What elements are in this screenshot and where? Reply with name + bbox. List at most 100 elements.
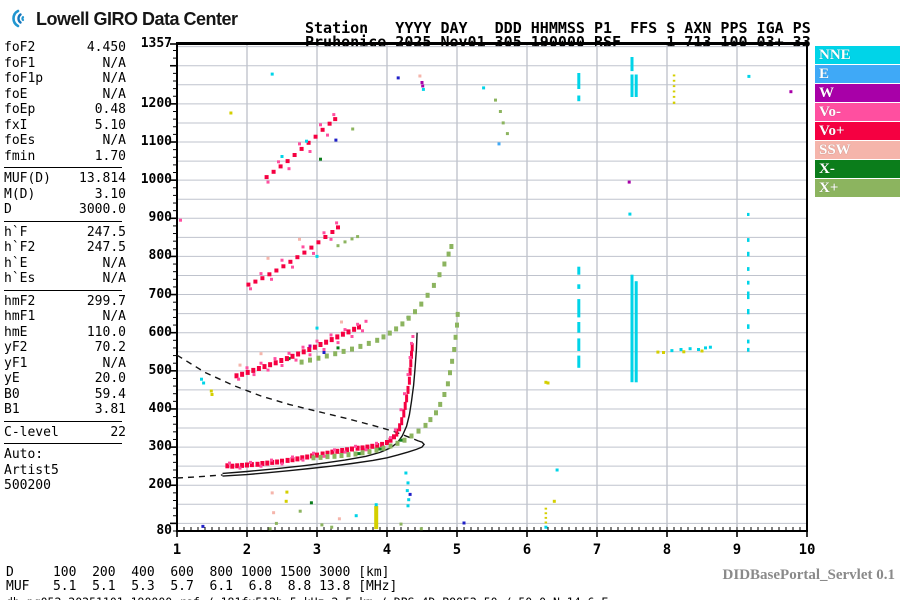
echo-F-trace-3rd-order-O-fringe [280, 258, 284, 262]
x-axis-label-10: 10 [798, 542, 816, 558]
param-value: 0.48 [94, 102, 126, 117]
y-axis-label-800: 800 [148, 248, 172, 264]
echo-F-trace-1st-order-O-cusp [403, 401, 407, 410]
param-value: 5.10 [94, 117, 126, 133]
servlet-version: DIDBasePortal_Servlet 0.1 [722, 567, 895, 583]
y-axis-label-900: 900 [148, 210, 172, 226]
echo-F-trace-1st-order-O [285, 457, 290, 463]
echo-F-trace-1st-order-X-dark [336, 346, 340, 350]
echo-F-trace-1st-order-X [360, 450, 365, 456]
param-row-b1: B1 3.81 [4, 402, 126, 418]
param-label: foF1p [4, 71, 44, 86]
auto-info-line: 500200 [4, 478, 51, 493]
noise-point [374, 503, 378, 507]
noise-point [298, 237, 301, 241]
param-label: B0 [4, 386, 20, 402]
segment-burst-3.85MHz [374, 505, 379, 530]
segment-rfi-7.50MHz [630, 274, 634, 383]
legend-item-x: X- [815, 160, 900, 178]
parameter-panel: foF2 4.450 foF1 N/A foF1p N/A foE N/A foEp 0.48 fx… [4, 40, 126, 494]
param-label: h`Es [4, 271, 36, 286]
param-value: 247.5 [86, 224, 126, 240]
echo-F-trace-1st-order-X [374, 447, 379, 453]
echo-F-trace-1st-order-X [367, 449, 372, 455]
noise-point [656, 350, 660, 354]
echo-F-trace-3rd-order-O-fringe [301, 245, 305, 249]
echo-F-trace-1st-order-O [295, 456, 300, 462]
param-row-fof2: foF2 4.450 [4, 40, 126, 56]
noise-point [679, 348, 683, 351]
noise-point [209, 389, 213, 393]
echo-F-trace-1st-order-O-fringe [403, 392, 406, 396]
noise-point [285, 490, 289, 494]
noise-point [320, 523, 324, 527]
echo-F-trace-1st-order-X [453, 334, 458, 340]
segment-rfi-9.16MHz [747, 267, 750, 271]
x-axis-label-6: 6 [522, 542, 532, 558]
y-axis-label-1357: 1357 [140, 36, 172, 51]
noise-point [682, 350, 686, 354]
echo-F-trace-1st-order-O [350, 446, 354, 452]
echo-F-trace-1st-order-O [249, 462, 254, 468]
x-axis-label-5: 5 [452, 542, 462, 558]
echo-F-trace-2nd-order-X [394, 326, 399, 332]
echo-F-trace-3rd-order-O-fringe [335, 221, 339, 225]
param-label: foF2 [4, 40, 36, 55]
param-value: 3000.0 [79, 202, 126, 217]
noise-point [334, 138, 338, 142]
legend-item-w: W [815, 84, 900, 102]
echo-F-trace-2nd-order-X [406, 315, 411, 321]
noise-point [405, 489, 409, 493]
param-row-hf: h`F 247.5 [4, 225, 126, 241]
param-value: 70.2 [94, 340, 126, 355]
noise-point [421, 87, 425, 91]
echo-F-trace-3rd-order-O-fringe [322, 231, 326, 235]
echo-F-trace-2nd-order-O [329, 337, 334, 343]
param-row-hmf1: hmF1 N/A [4, 309, 126, 325]
echo-F-trace-2nd-order-X [350, 346, 354, 352]
y-axis-label-1000: 1000 [140, 172, 172, 188]
echo-F-trace-2nd-order-X [299, 359, 304, 365]
echo-F-trace-1st-order-O-fringe [249, 460, 252, 464]
noise-point [544, 380, 548, 384]
noise-point [546, 381, 550, 385]
echo-F-trace-1st-order-O [280, 458, 284, 464]
echo-F-trace-2nd-order-O [262, 364, 267, 370]
y-axis-label-80: 80 [156, 523, 172, 538]
echo-F-trace-2nd-order-X [358, 343, 363, 349]
noise-point [700, 349, 704, 353]
echo-F-trace-2nd-order-O-fringe [287, 351, 291, 355]
echo-F-trace-2nd-order-X [324, 353, 329, 359]
echo-F-trace-1st-order-O [240, 462, 245, 468]
echo-F-trace-1st-order-O [392, 434, 396, 440]
echo-F-trace-4th-order-O-fringe [298, 142, 301, 146]
y-axis-label-600: 600 [148, 324, 172, 340]
echo-F-trace-2nd-order-O [352, 326, 357, 332]
param-row-foes: foEs N/A [4, 133, 126, 149]
echo-F-trace-1st-order-O [360, 445, 365, 451]
echo-F-trace-2nd-order-O [335, 334, 340, 340]
noise-point [200, 377, 203, 381]
ionogram-canvas[interactable] [140, 38, 820, 543]
echo-F-trace-1st-order-O [345, 447, 350, 453]
noise-point [322, 351, 326, 354]
echo-F-trace-3rd-order-O [309, 245, 314, 250]
echo-F-trace-1st-order-O-fringe [343, 450, 347, 454]
echo-F-trace-1st-order-O-cusp [406, 385, 410, 394]
echo-F-trace-4th-order-O-fringe [277, 160, 280, 164]
echo-F-trace-1st-order-O [335, 448, 340, 454]
param-value: N/A [102, 55, 126, 71]
echo-F-trace-1st-order-X-dark [357, 452, 361, 456]
echo-F-trace-1st-order-O-fringe [291, 455, 294, 459]
noise-point [407, 498, 411, 502]
echo-F-trace-1st-order-X-dark [378, 447, 382, 451]
giro-logo: Lowell GIRO Data Center [8, 7, 238, 31]
param-label: fxI [4, 117, 28, 133]
noise-point [704, 346, 707, 350]
echo-F-trace-4th-order-O-fringe [308, 150, 312, 153]
echo-F-trace-3rd-order-O [274, 268, 279, 273]
echo-F-trace-4th-order-O [320, 127, 325, 132]
echo-F-trace-4th-order-O-fringe [326, 133, 329, 137]
echo-F-trace-1st-order-O-fringe [301, 458, 305, 462]
x-axis-label-3: 3 [312, 542, 322, 558]
